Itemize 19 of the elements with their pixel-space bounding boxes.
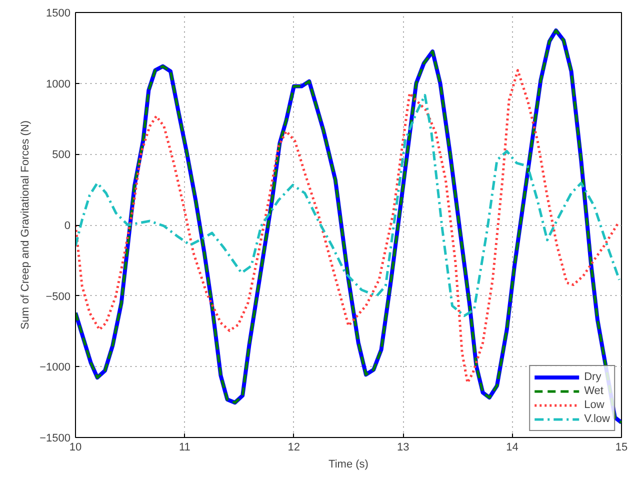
- x-tick-label: 13: [396, 442, 410, 454]
- x-tick-label: 15: [615, 442, 628, 454]
- x-tick-label: 12: [288, 442, 300, 454]
- legend-label: Dry: [584, 370, 602, 384]
- x-tick-label: 10: [69, 442, 82, 454]
- y-tick-label: 0: [64, 220, 71, 232]
- y-tick-label: 1000: [46, 78, 71, 90]
- y-tick-label: 1500: [46, 8, 71, 20]
- y-tick-label: 500: [52, 149, 71, 162]
- x-tick-label: 11: [178, 442, 190, 454]
- legend-label: Wet: [584, 384, 604, 398]
- y-tick-label: −500: [46, 290, 71, 303]
- legend-label: Low: [584, 398, 604, 412]
- x-tick-label: 14: [506, 442, 518, 454]
- y-tick-label: −1000: [40, 362, 71, 374]
- y-tick-label: −1500: [40, 432, 71, 444]
- y-axis-title: Sum of Creep and Gravitational Forces (N): [20, 120, 32, 330]
- x-axis-title: Time (s): [328, 458, 368, 470]
- legend-label: V.low: [584, 412, 610, 426]
